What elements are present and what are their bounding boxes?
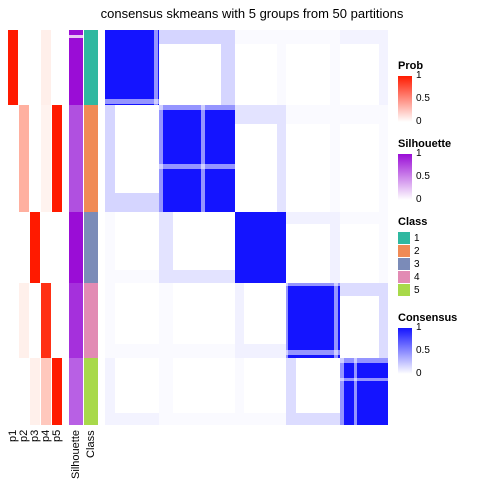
hm-block [235, 358, 286, 425]
hm-block [105, 212, 159, 283]
anno-cell [52, 358, 62, 425]
class-label: Class [84, 430, 99, 479]
anno-cell [41, 283, 51, 358]
prob-col-p5 [52, 30, 62, 425]
swatch [398, 232, 410, 244]
hm-block [340, 30, 388, 105]
anno-cell [84, 358, 98, 425]
anno-cell [8, 358, 18, 425]
class-col [84, 30, 98, 425]
hm-block [159, 283, 235, 358]
hm-block [340, 358, 388, 425]
anno-cell [41, 30, 51, 105]
anno-cell [19, 105, 29, 212]
anno-cell [19, 30, 29, 105]
legend-silhouette: Silhouette10.50 [398, 138, 498, 200]
anno-cell [41, 212, 51, 283]
anno-cell [84, 212, 98, 283]
anno-cell [52, 283, 62, 358]
anno-cell [30, 30, 40, 105]
anno-cell [19, 212, 29, 283]
hm-block [105, 358, 159, 425]
anno-cell [30, 358, 40, 425]
anno-cell [84, 105, 98, 212]
legend-consensus: Consensus10.50 [398, 312, 498, 374]
hm-block [159, 212, 235, 283]
hm-block [105, 283, 159, 358]
anno-cell [52, 105, 62, 212]
anno-cell [41, 105, 51, 212]
anno-cell [19, 283, 29, 358]
hm-block [286, 212, 340, 283]
anno-cell [84, 283, 98, 358]
anno-cell [8, 212, 18, 283]
hm-block [286, 358, 340, 425]
chart-title: consensus skmeans with 5 groups from 50 … [0, 6, 504, 21]
anno-cell [19, 358, 29, 425]
hm-block [340, 212, 388, 283]
hm-block [235, 212, 286, 283]
hm-block [235, 283, 286, 358]
anno-cell [8, 283, 18, 358]
column-labels: p1p2p3p4p5SilhouetteClass [8, 430, 99, 479]
swatch [398, 258, 410, 270]
hm-block [159, 105, 235, 212]
anno-cell [30, 283, 40, 358]
hm-block [235, 30, 286, 105]
anno-cell [84, 30, 98, 105]
plot-area [8, 30, 388, 425]
anno-cell [30, 212, 40, 283]
hm-block [340, 283, 388, 358]
anno-cell [8, 105, 18, 212]
hm-block [159, 358, 235, 425]
silhouette-label: Silhouette [69, 430, 84, 479]
hm-block [340, 105, 388, 212]
consensus-heatmap [105, 30, 388, 425]
anno-cell [41, 358, 51, 425]
anno-cell [52, 212, 62, 283]
anno-cell [52, 30, 62, 105]
anno-cell [30, 105, 40, 212]
legend-class: Class12345 [398, 216, 498, 296]
col-label-p5: p5 [52, 430, 63, 479]
hm-block [105, 30, 159, 105]
anno-cell [8, 30, 18, 105]
hm-block [286, 283, 340, 358]
swatch [398, 245, 410, 257]
silhouette-col [69, 30, 83, 425]
prob-col-p1 [8, 30, 18, 425]
prob-col-p4 [41, 30, 51, 425]
hm-block [286, 30, 340, 105]
hm-block [159, 30, 235, 105]
annotation-columns [8, 30, 99, 425]
hm-block [286, 105, 340, 212]
swatch [398, 284, 410, 296]
swatch [398, 271, 410, 283]
legend-prob: Prob10.50 [398, 60, 498, 122]
legends: Prob10.50 Silhouette10.50 Class12345 Consen… [398, 60, 498, 390]
hm-block [105, 105, 159, 212]
prob-col-p2 [19, 30, 29, 425]
hm-block [235, 105, 286, 212]
prob-col-p3 [30, 30, 40, 425]
